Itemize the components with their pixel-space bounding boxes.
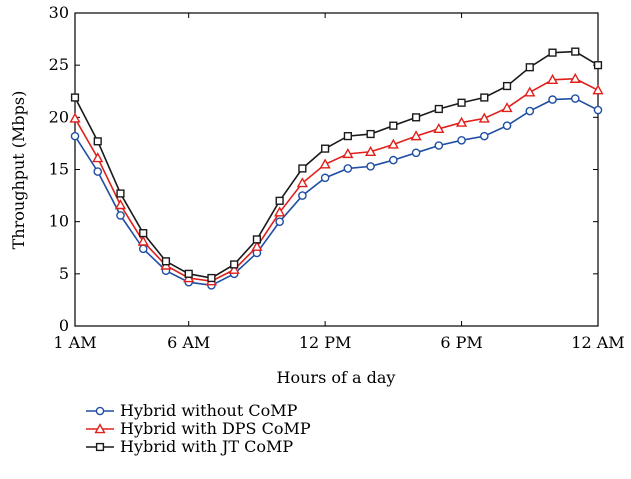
legend-entry-hybrid-without-comp: Hybrid without CoMP <box>86 401 298 420</box>
data-point-hybrid-with-jt-comp <box>457 98 466 107</box>
legend-marker-hybrid-with-jt-comp <box>95 442 105 452</box>
data-point-hybrid-without-comp <box>570 94 580 103</box>
data-point-hybrid-without-comp <box>116 211 125 220</box>
x-tick-label: 12 PM <box>299 333 352 352</box>
data-point-hybrid-with-jt-comp <box>593 61 603 70</box>
data-point-hybrid-without-comp <box>457 135 466 145</box>
data-point-hybrid-with-jt-comp <box>502 81 512 91</box>
legend-label-hybrid-with-dps-comp: Hybrid with DPS CoMP <box>120 419 311 438</box>
data-point-hybrid-without-comp <box>70 131 80 141</box>
data-point-hybrid-without-comp <box>502 121 512 130</box>
y-axis-label: Throughput (Mbps) <box>9 91 28 250</box>
y-tick-label: 15 <box>49 160 69 179</box>
legend-label-hybrid-without-comp: Hybrid without CoMP <box>120 401 298 420</box>
data-point-hybrid-with-dps-comp <box>569 72 581 83</box>
data-point-hybrid-with-jt-comp <box>389 121 398 130</box>
data-point-hybrid-with-jt-comp <box>411 113 421 122</box>
axis-ticks: 0 5 10 15 20 25 30 1 AM 6 AM 12 PM 6 PM 12 AM <box>49 3 625 352</box>
data-point-hybrid-without-comp <box>320 173 330 183</box>
series-hybrid-without-comp <box>70 94 603 290</box>
data-point-hybrid-with-jt-comp <box>275 196 284 205</box>
data-point-hybrid-with-jt-comp <box>184 269 193 278</box>
data-point-hybrid-with-dps-comp <box>455 116 468 127</box>
data-point-hybrid-with-dps-comp <box>433 122 445 134</box>
legend-entry-hybrid-with-dps-comp: Hybrid with DPS CoMP <box>86 419 311 438</box>
series-line-hybrid-with-jt-comp <box>74 50 599 279</box>
data-point-hybrid-with-dps-comp <box>92 152 104 163</box>
data-point-hybrid-with-dps-comp <box>342 148 354 159</box>
plot-frame <box>74 12 599 327</box>
data-point-hybrid-with-jt-comp <box>70 93 80 102</box>
series-hybrid-with-dps-comp <box>69 72 604 286</box>
legend-entry-hybrid-with-jt-comp: Hybrid with JT CoMP <box>86 437 293 456</box>
data-point-hybrid-with-jt-comp <box>207 273 216 283</box>
legend-marker-hybrid-without-comp <box>95 406 105 416</box>
data-point-hybrid-without-comp <box>138 244 148 254</box>
data-point-hybrid-with-dps-comp <box>592 84 604 95</box>
data-point-hybrid-with-dps-comp <box>114 199 127 210</box>
data-point-hybrid-without-comp <box>434 141 444 150</box>
data-point-hybrid-with-dps-comp <box>501 102 513 113</box>
y-tick-label: 0 <box>59 316 69 335</box>
y-tick-label: 5 <box>59 264 69 283</box>
y-tick-label: 25 <box>49 55 69 74</box>
data-point-hybrid-with-jt-comp <box>571 47 580 56</box>
data-point-hybrid-with-dps-comp <box>228 263 240 274</box>
data-point-hybrid-with-jt-comp <box>161 257 171 266</box>
data-point-hybrid-with-dps-comp <box>524 86 536 97</box>
data-point-hybrid-with-dps-comp <box>410 130 422 141</box>
data-point-hybrid-without-comp <box>411 148 421 158</box>
data-point-hybrid-with-jt-comp <box>139 229 148 238</box>
series-line-hybrid-with-dps-comp <box>74 77 599 282</box>
data-point-hybrid-with-dps-comp <box>387 138 399 149</box>
data-point-hybrid-with-dps-comp <box>546 73 559 84</box>
data-point-hybrid-with-jt-comp <box>343 132 352 141</box>
series-hybrid-with-jt-comp <box>70 47 603 283</box>
data-point-hybrid-with-jt-comp <box>525 63 534 72</box>
legend-marker-hybrid-with-dps-comp <box>94 423 106 434</box>
data-point-hybrid-with-jt-comp <box>116 189 125 198</box>
series-layer <box>69 47 604 290</box>
data-point-hybrid-with-jt-comp <box>321 144 330 153</box>
data-point-hybrid-with-jt-comp <box>93 137 102 146</box>
data-point-hybrid-without-comp <box>525 106 535 116</box>
x-tick-label: 1 AM <box>53 333 96 352</box>
data-point-hybrid-without-comp <box>366 162 375 171</box>
data-point-hybrid-with-dps-comp <box>319 158 331 169</box>
data-point-hybrid-with-jt-comp <box>252 235 262 244</box>
data-point-hybrid-with-dps-comp <box>365 145 377 156</box>
data-point-hybrid-without-comp <box>548 95 557 104</box>
x-tick-label: 6 PM <box>440 333 482 352</box>
series-line-hybrid-without-comp <box>74 97 599 287</box>
x-axis-label: Hours of a day <box>277 368 396 387</box>
x-tick-label: 12 AM <box>571 333 624 352</box>
data-point-hybrid-with-dps-comp <box>478 112 490 123</box>
data-point-hybrid-with-jt-comp <box>480 93 489 102</box>
data-point-hybrid-with-dps-comp <box>251 240 263 251</box>
y-tick-label: 30 <box>49 3 69 22</box>
data-point-hybrid-with-jt-comp <box>230 260 239 269</box>
data-point-hybrid-with-dps-comp <box>274 206 286 217</box>
data-point-hybrid-with-dps-comp <box>296 177 308 188</box>
data-point-hybrid-without-comp <box>593 105 603 115</box>
y-tick-label: 10 <box>49 212 69 231</box>
data-point-hybrid-with-jt-comp <box>434 104 443 114</box>
data-point-hybrid-with-dps-comp <box>137 235 149 246</box>
data-point-hybrid-without-comp <box>480 131 489 141</box>
y-tick-label: 20 <box>49 107 69 126</box>
data-point-hybrid-with-jt-comp <box>548 48 557 57</box>
data-point-hybrid-with-jt-comp <box>366 129 375 139</box>
data-point-hybrid-without-comp <box>343 164 353 173</box>
legend-label-hybrid-with-jt-comp: Hybrid with JT CoMP <box>120 437 293 456</box>
data-point-hybrid-with-jt-comp <box>298 164 307 173</box>
data-point-hybrid-without-comp <box>389 155 398 165</box>
data-point-hybrid-with-dps-comp <box>69 112 81 123</box>
x-tick-label: 6 AM <box>167 333 210 352</box>
data-point-hybrid-without-comp <box>93 167 103 176</box>
data-point-hybrid-without-comp <box>275 217 284 226</box>
data-point-hybrid-without-comp <box>298 191 307 200</box>
